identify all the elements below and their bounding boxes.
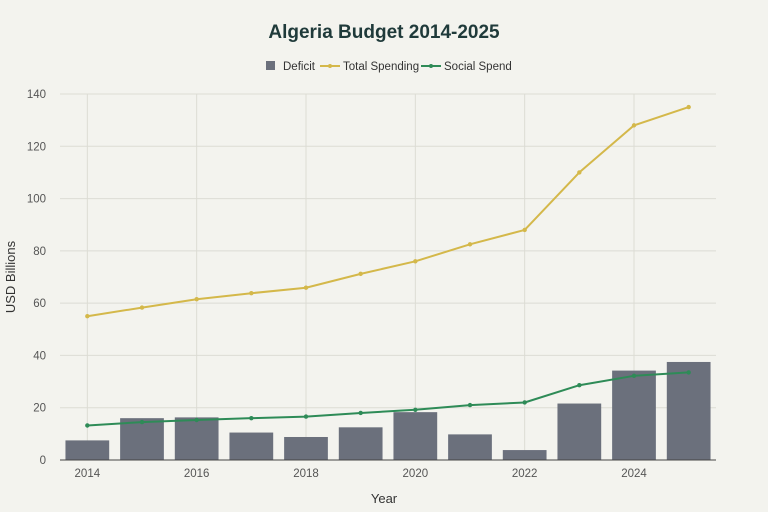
axes: 0 20 40 60 80 100 120 140 2014 2016 2018 2020 2022 20… <box>27 89 716 480</box>
gridlines <box>60 93 716 460</box>
bar-deficit-2023 <box>557 403 602 460</box>
series-lines <box>85 104 691 428</box>
legend-marker-social-spend <box>429 64 433 68</box>
point-total-spending-2016 <box>194 297 199 302</box>
legend-marker-total-spending <box>328 64 332 68</box>
bar-deficit-2015 <box>120 418 164 460</box>
x-tick-label-2020: 2020 <box>403 468 429 480</box>
point-social-spend-2019 <box>358 410 363 416</box>
legend-label-total-spending: Total Spending <box>343 61 419 73</box>
point-social-spend-2025 <box>686 370 691 375</box>
bar-deficit-2017 <box>229 432 274 460</box>
point-total-spending-2022 <box>522 227 527 233</box>
point-social-spend-2016 <box>194 417 199 423</box>
x-axis-label: Year <box>371 491 398 506</box>
point-social-spend-2020 <box>413 407 418 413</box>
bar-deficit-2025 <box>666 361 711 460</box>
point-total-spending-2025 <box>686 104 691 110</box>
point-total-spending-2018 <box>303 285 309 290</box>
bar-deficit-2016 <box>174 417 219 460</box>
chart-title: Algeria Budget 2014-2025 <box>268 22 500 43</box>
y-tick-label-40: 40 <box>33 350 46 362</box>
bar-deficit-2021 <box>448 434 492 460</box>
point-total-spending-2024 <box>631 123 637 128</box>
bar-deficit-2019 <box>338 427 383 460</box>
bar-deficit-2014 <box>65 440 110 460</box>
point-social-spend-2024 <box>631 373 637 379</box>
y-tick-label-60: 60 <box>33 298 46 310</box>
x-tick-label-2014: 2014 <box>75 468 101 480</box>
point-social-spend-2015 <box>139 419 145 425</box>
point-total-spending-2023 <box>577 170 582 175</box>
legend-swatch-deficit <box>266 61 275 70</box>
deficit-bars <box>65 361 711 460</box>
legend-label-deficit: Deficit <box>283 61 316 73</box>
legend: Deficit Total Spending Social Spend <box>266 61 512 73</box>
x-tick-label-2022: 2022 <box>512 468 538 480</box>
line-total-spending <box>87 106 689 318</box>
point-total-spending-2014 <box>85 314 90 319</box>
point-total-spending-2015 <box>139 305 145 310</box>
y-tick-label-0: 0 <box>40 455 46 467</box>
x-tick-label-2024: 2024 <box>621 468 647 480</box>
x-tick-label-2016: 2016 <box>184 468 210 480</box>
point-total-spending-2021 <box>467 242 473 247</box>
y-tick-label-140: 140 <box>27 89 46 101</box>
point-social-spend-2018 <box>303 414 309 419</box>
point-social-spend-2021 <box>467 402 473 408</box>
point-total-spending-2019 <box>358 271 363 277</box>
line-social-spend <box>87 371 689 427</box>
bar-deficit-2018 <box>284 436 328 460</box>
point-social-spend-2017 <box>249 415 254 421</box>
legend-label-social-spend: Social Spend <box>444 61 512 73</box>
y-axis-label: USD Billions <box>3 240 18 313</box>
y-tick-label-100: 100 <box>27 194 46 206</box>
bar-deficit-2022 <box>502 450 547 460</box>
bar-deficit-2020 <box>393 412 438 460</box>
point-social-spend-2023 <box>577 383 582 388</box>
y-tick-label-20: 20 <box>33 403 46 415</box>
bar-deficit-2024 <box>612 370 656 460</box>
y-tick-label-80: 80 <box>33 246 46 258</box>
y-tick-label-120: 120 <box>27 141 46 153</box>
point-social-spend-2014 <box>85 423 90 428</box>
x-tick-label-2018: 2018 <box>293 468 319 480</box>
point-total-spending-2017 <box>249 291 254 296</box>
point-social-spend-2022 <box>522 400 527 405</box>
point-total-spending-2020 <box>413 259 418 264</box>
